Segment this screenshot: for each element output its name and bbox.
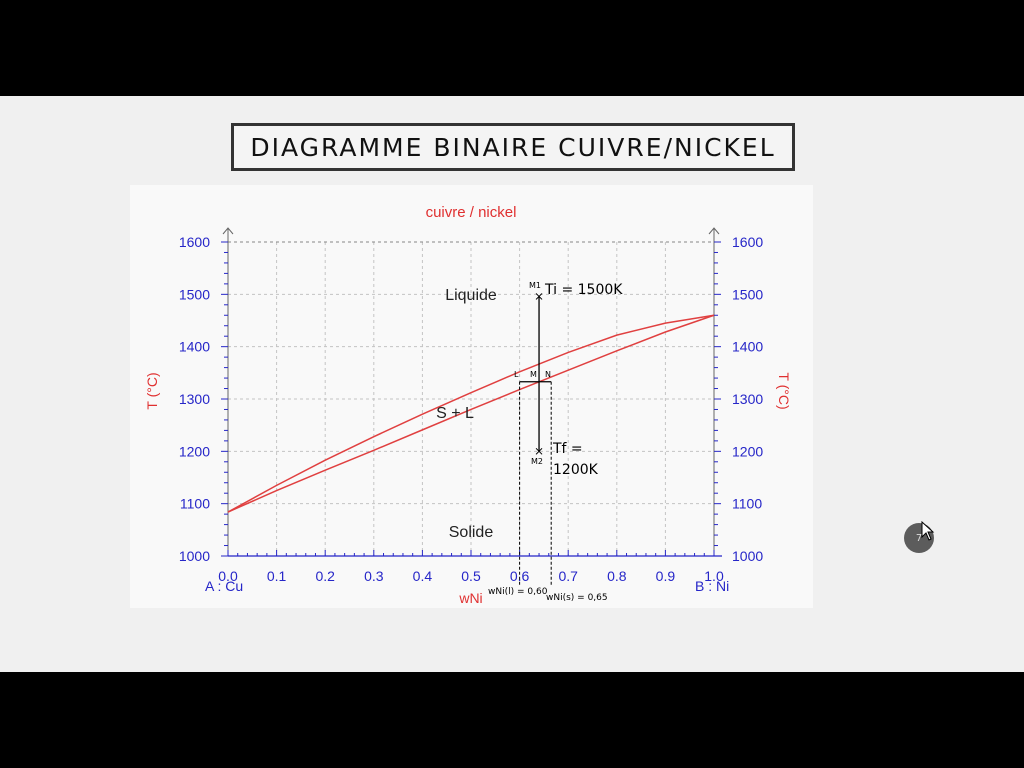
y-tick-label-left: 1400 bbox=[179, 339, 210, 355]
mouse-cursor-icon bbox=[921, 521, 935, 541]
y-axis-arrow-left bbox=[222, 227, 234, 235]
x-tick-label: 1.0 bbox=[704, 568, 724, 584]
series-group bbox=[227, 314, 715, 513]
y-tick-label-right: 1100 bbox=[732, 496, 762, 512]
y-tick-label-left: 1100 bbox=[180, 496, 210, 512]
label-wni-liquid: wNi(l) = 0,60 bbox=[488, 587, 548, 597]
y-axis-label-right: T (°C) bbox=[776, 372, 792, 409]
region-solide-liquide: S + L bbox=[436, 405, 474, 422]
x-tick-label: 0.9 bbox=[656, 568, 676, 584]
x-tick-label: 0.8 bbox=[607, 568, 627, 584]
ticks: 0.0 0.1 0.2 0.3 0.4 0.5 0.6 0.7 0.8 0.9 1.0 1000 100… bbox=[179, 234, 764, 584]
solidus-curve bbox=[227, 314, 715, 513]
chart-title: cuivre / nickel bbox=[426, 204, 517, 221]
y-tick-label-left: 1000 bbox=[179, 548, 210, 564]
label-tf-1: Tf = bbox=[552, 441, 583, 457]
annotations bbox=[519, 293, 552, 586]
slide-title: DIAGRAMME BINAIRE CUIVRE/NICKEL bbox=[250, 132, 776, 162]
y-tick-label-right: 1400 bbox=[732, 339, 763, 355]
region-liquide: Liquide bbox=[445, 287, 497, 304]
label-wni-solid: wNi(s) = 0,65 bbox=[546, 593, 608, 603]
y-tick-label-left: 1300 bbox=[179, 391, 210, 407]
liquidus-curve bbox=[227, 314, 715, 513]
y-axis-arrow-right bbox=[708, 227, 720, 235]
y-tick-label-right: 1500 bbox=[732, 286, 763, 302]
x-axis-label: wNi bbox=[458, 590, 482, 606]
x-tick-label: 0.4 bbox=[413, 568, 433, 584]
x-tick-label: 0.7 bbox=[558, 568, 578, 584]
y-tick-label-left: 1500 bbox=[179, 286, 210, 302]
label-m: M bbox=[530, 370, 537, 379]
page-number: 7 bbox=[915, 532, 923, 544]
label-tf-2: 1200K bbox=[553, 462, 599, 478]
x-tick-label: 0.5 bbox=[461, 568, 481, 584]
y-tick-label-right: 1300 bbox=[732, 391, 763, 407]
label-n: N bbox=[545, 370, 551, 379]
y-tick-label-right: 1200 bbox=[732, 443, 763, 459]
label-m1: M1 bbox=[529, 281, 541, 290]
x-tick-label: 0.0 bbox=[218, 568, 238, 584]
title-box: DIAGRAMME BINAIRE CUIVRE/NICKEL bbox=[231, 123, 795, 171]
region-solide: Solide bbox=[449, 524, 494, 541]
label-ti: Ti = 1500K bbox=[544, 282, 623, 298]
y-tick-label-right: 1600 bbox=[732, 234, 763, 250]
axes bbox=[221, 227, 722, 557]
x-left-end-label: A : Cu bbox=[205, 578, 243, 594]
y-tick-label-right: 1000 bbox=[732, 548, 763, 564]
x-tick-label: 0.1 bbox=[267, 568, 287, 584]
x-tick-label: 0.2 bbox=[315, 568, 335, 584]
label-m2: M2 bbox=[531, 457, 543, 466]
point-m2-marker bbox=[535, 447, 543, 455]
y-axis-label-left: T (°C) bbox=[144, 372, 160, 409]
point-m1-marker bbox=[535, 293, 543, 300]
label-l: L bbox=[514, 370, 519, 379]
x-tick-label: 0.3 bbox=[364, 568, 384, 584]
y-tick-label-left: 1600 bbox=[179, 234, 210, 250]
x-tick-label: 0.6 bbox=[510, 568, 530, 584]
y-tick-label-left: 1200 bbox=[179, 443, 210, 459]
x-right-end-label: B : Ni bbox=[695, 578, 729, 594]
